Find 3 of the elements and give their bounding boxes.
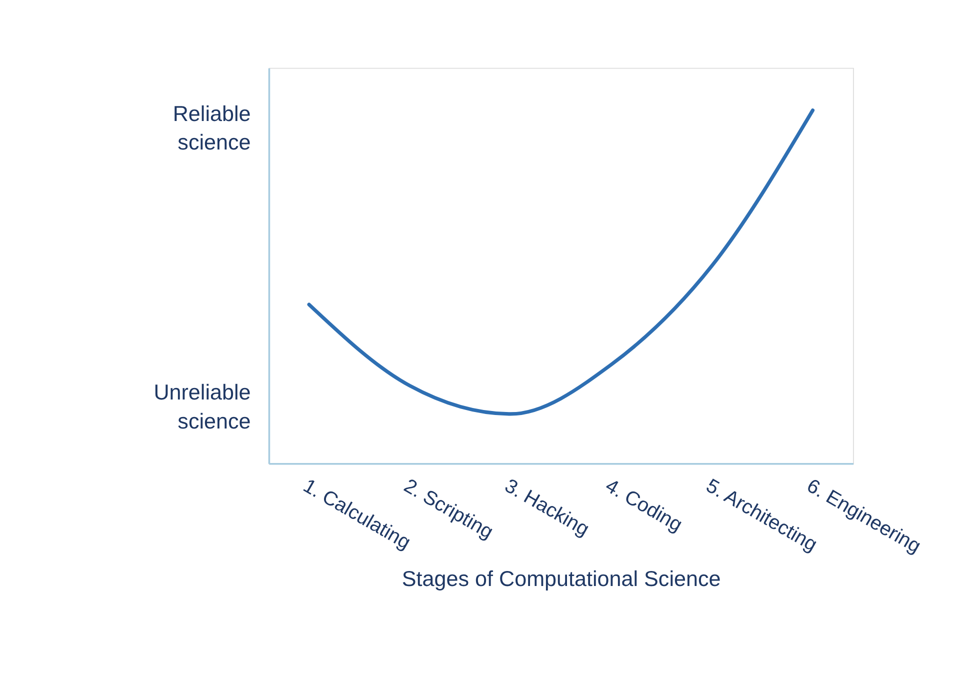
x-axis-title: Stages of Computational Science — [402, 566, 721, 592]
text: Unreliable science — [154, 380, 251, 434]
text: Reliable science — [172, 100, 251, 155]
